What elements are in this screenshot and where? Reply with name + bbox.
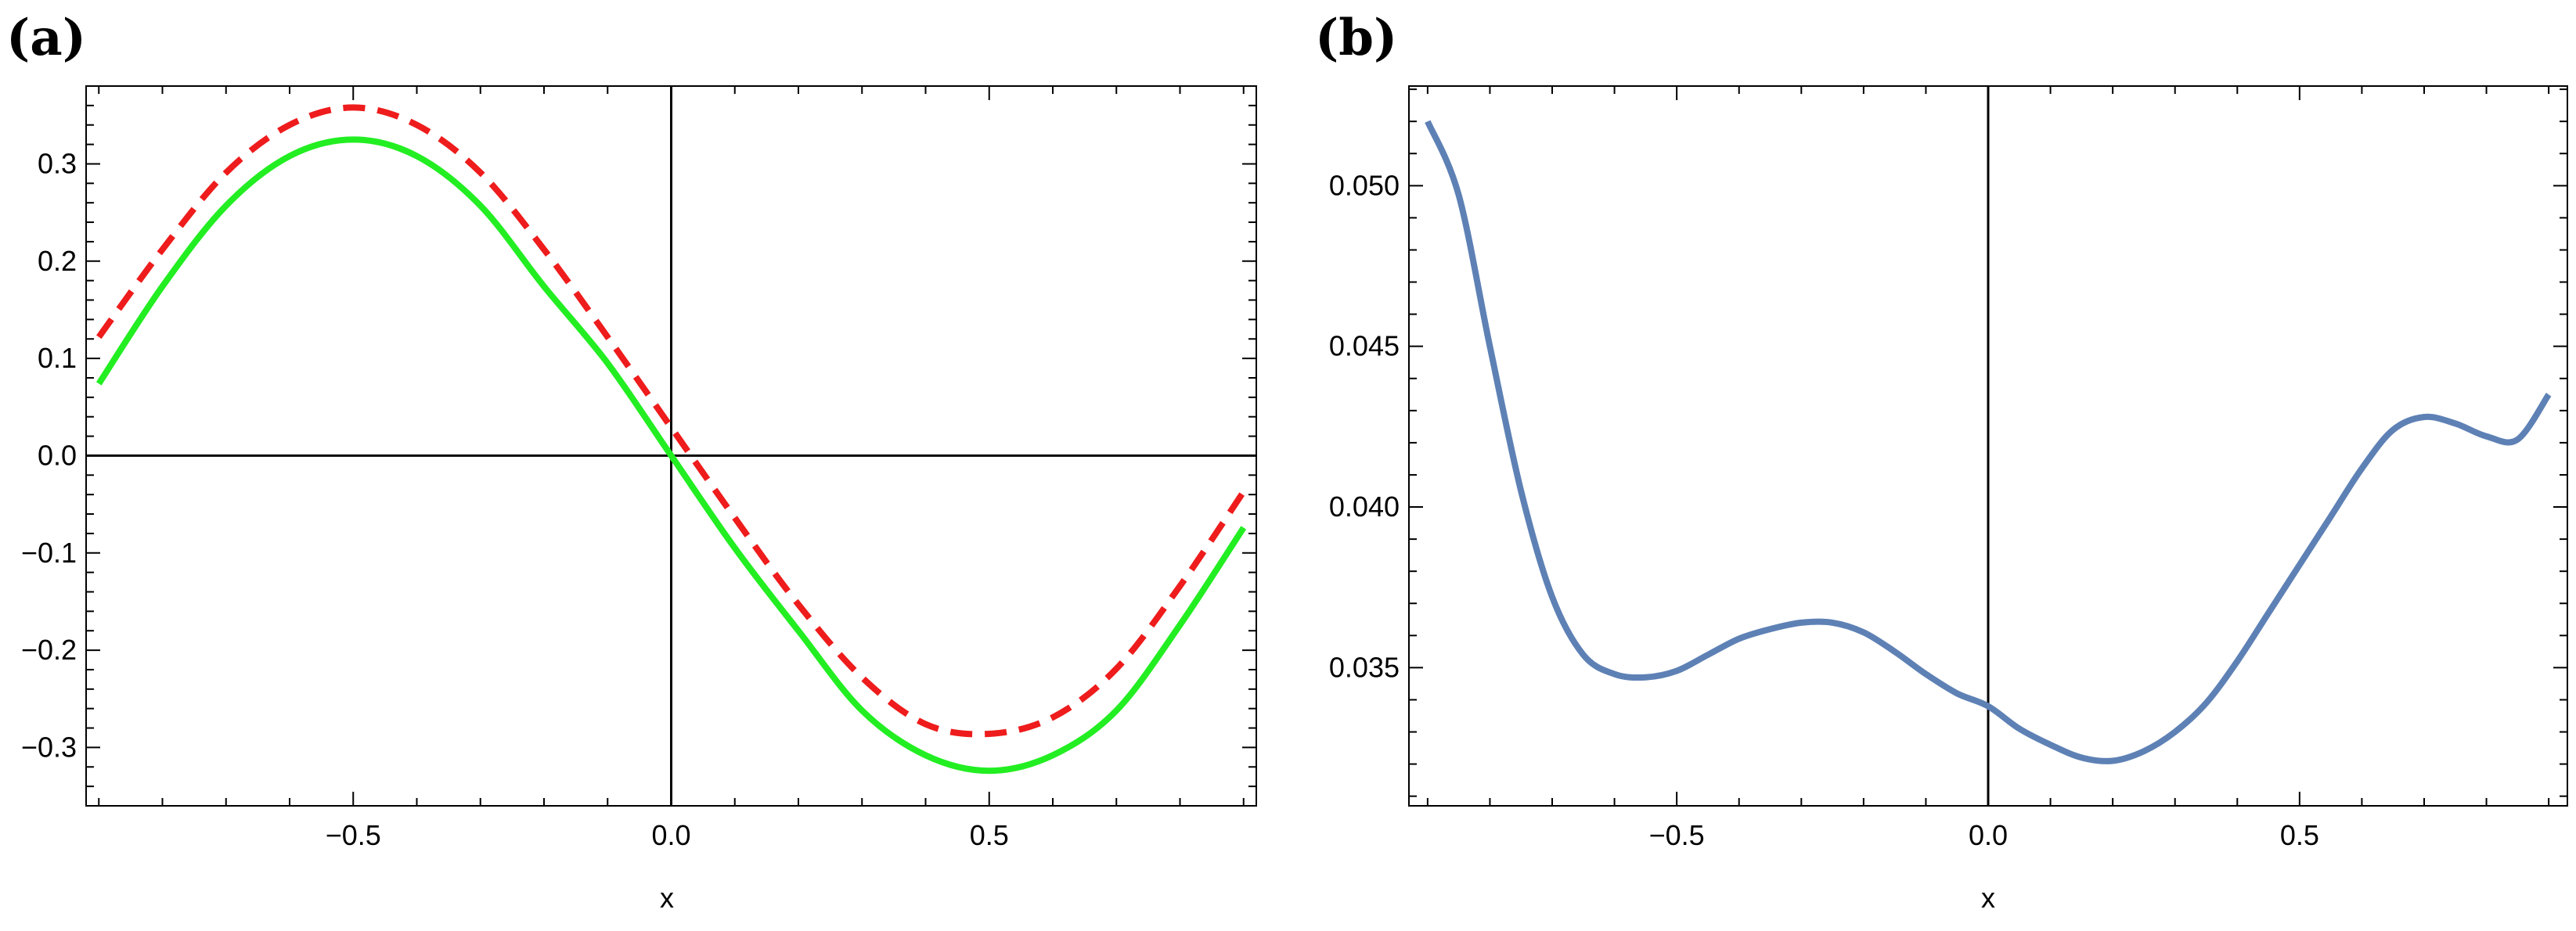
panel-a-x-axis-label: x <box>660 882 674 914</box>
panel-b-x-axis-label: x <box>1981 882 1995 914</box>
panel-b-label: (b) <box>1315 9 1397 67</box>
panel-a-x-tick-label: −0.5 <box>326 819 381 851</box>
panel-a-label: (a) <box>6 9 86 67</box>
panel-a: (a) −0.5 0.0 0.5 −0.3 −0.2 −0.1 0.0 0.1 0.2 0.3 x <box>6 9 1257 914</box>
panel-b-x-tick-label: 0.5 <box>2280 819 2319 851</box>
panel-a-x-tick-label: 0.5 <box>970 819 1009 851</box>
panel-a-series <box>95 104 1247 775</box>
panel-b-x-tick-label: −0.5 <box>1649 819 1705 851</box>
panel-b: (b) −0.5 0.0 0.5 0.035 0.040 0.045 0.050 x <box>1315 9 2568 914</box>
panel-a-y-tick-label: 0.2 <box>38 245 77 277</box>
panel-b-ticks <box>1409 86 2567 806</box>
panel-a-series-red-dashed <box>96 104 1247 738</box>
panel-a-y-tick-label: −0.2 <box>21 634 77 666</box>
panel-a-y-tick-label: −0.1 <box>21 537 77 569</box>
panel-a-y-tick-label: −0.3 <box>21 731 77 763</box>
panel-a-x-tick-label: 0.0 <box>651 819 690 851</box>
panel-a-y-tick-label: 0.0 <box>38 439 77 471</box>
panel-b-y-tick-label: 0.045 <box>1329 330 1400 362</box>
panel-b-series-blue-solid <box>1425 120 2552 764</box>
panel-a-tick-labels: −0.5 0.0 0.5 −0.3 −0.2 −0.1 0.0 0.1 0.2 0.3 <box>21 147 1009 851</box>
panel-b-y-tick-label: 0.040 <box>1329 491 1400 523</box>
panel-b-tick-labels: −0.5 0.0 0.5 0.035 0.040 0.045 0.050 <box>1329 169 2319 851</box>
panel-a-y-tick-label: 0.3 <box>38 147 77 179</box>
panel-b-series <box>1425 120 2552 764</box>
panel-a-y-tick-label: 0.1 <box>38 342 77 374</box>
panel-a-series-green-solid <box>95 136 1247 775</box>
panel-b-y-tick-label: 0.035 <box>1329 651 1400 683</box>
panel-b-x-tick-label: 0.0 <box>1969 819 2008 851</box>
panel-b-y-tick-label: 0.050 <box>1329 169 1400 201</box>
